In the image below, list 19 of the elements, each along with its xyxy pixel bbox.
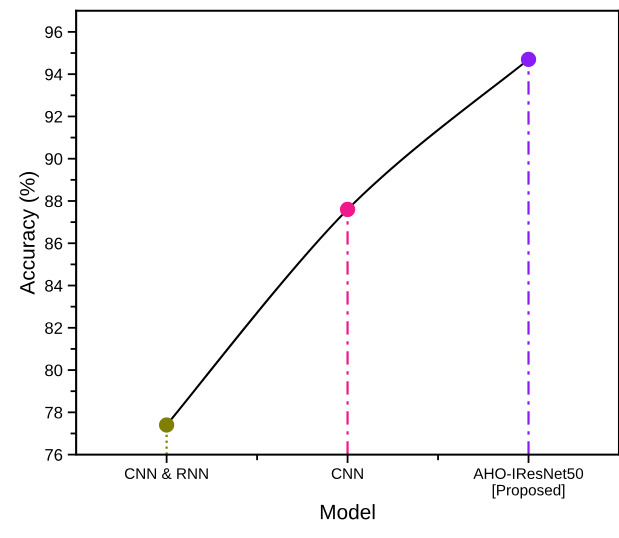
x-axis-title: Model <box>320 504 375 520</box>
y-tick-label: 86 <box>45 238 62 250</box>
y-tick-label: 96 <box>45 26 62 38</box>
y-tick-label: 76 <box>45 449 62 461</box>
y-tick-label: 78 <box>45 406 62 419</box>
y-tick-label: 88 <box>45 195 62 208</box>
point <box>340 202 356 218</box>
y-tick-label: 84 <box>45 280 62 292</box>
y-tick-label: 82 <box>45 322 62 334</box>
x-tick-label: AHO-IResNet50 [Proposed] <box>473 468 584 498</box>
y-tick-label: 92 <box>45 110 62 123</box>
y-axis-title: Accuracy (%) <box>19 172 39 295</box>
x-tick-label: CNN <box>332 468 363 480</box>
y-tick-label: 80 <box>45 364 62 376</box>
x-tick-label: CNN & RNN <box>124 468 208 480</box>
point <box>520 52 536 68</box>
point <box>158 417 174 433</box>
y-tick-label: 94 <box>45 68 62 80</box>
y-tick-label: 90 <box>45 153 62 165</box>
